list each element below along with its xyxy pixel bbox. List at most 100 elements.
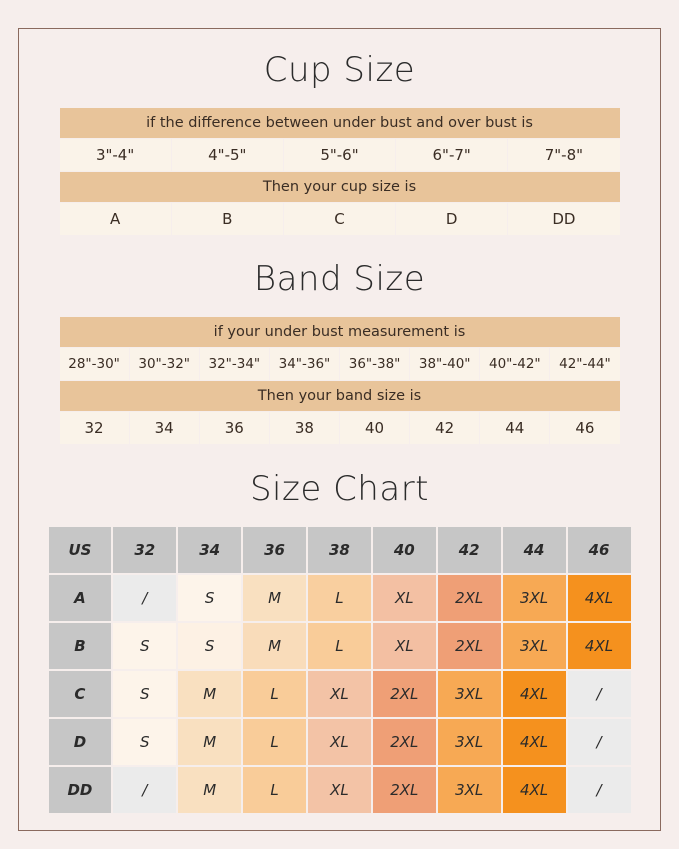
size-chart-cell: S [113,719,177,765]
size-chart-cell: / [113,575,177,621]
cup-size-cell: D [396,203,508,235]
size-chart-column-header: 32 [113,527,177,573]
cup-size-cell: B [171,203,283,235]
size-chart-cell: 3XL [502,623,566,669]
size-chart-row: A / S M L XL 2XL 3XL 4XL [48,575,631,621]
size-chart-cell: 4XL [567,575,631,621]
size-chart-cell: M [178,671,242,717]
size-chart-header-row: US 32 34 36 38 40 42 44 46 [48,527,631,573]
band-size-cell: 38 [269,412,339,444]
cup-size-cell: DD [508,203,620,235]
band-measurement-cell: 32"-34" [199,348,269,380]
cup-size-row: A B C D DD [59,203,620,235]
size-chart-column-header: 42 [437,527,501,573]
size-chart-cell: 2XL [437,623,501,669]
cup-difference-cell: 7"-8" [508,139,620,171]
cup-difference-cell: 6"-7" [396,139,508,171]
band-measurement-row: 28"-30" 30"-32" 32"-34" 34"-36" 36"-38" … [59,348,620,380]
band-size-cell: 44 [480,412,550,444]
size-chart-row-label: D [48,719,112,765]
size-chart-cell: 3XL [437,671,501,717]
cup-size-cell: A [59,203,171,235]
band-measurement-cell: 38"-40" [410,348,480,380]
cup-difference-row: 3"-4" 4"-5" 5"-6" 6"-7" 7"-8" [59,139,620,171]
cup-difference-cell: 3"-4" [59,139,171,171]
size-chart-title: Size Chart [249,469,430,509]
band-size-row: 32 34 36 38 40 42 44 46 [59,412,620,444]
band-size-cell: 40 [340,412,410,444]
cup-question-row: if the difference between under bust and… [59,108,620,138]
size-chart-cell: 2XL [437,575,501,621]
cup-size-cell: C [283,203,396,235]
cup-size-title: Cup Size [263,50,416,90]
size-chart-cell: S [113,623,177,669]
band-size-cell: 32 [59,412,129,444]
size-chart-cell: XL [308,671,371,717]
size-chart-cell: / [567,767,631,813]
size-chart-cell: 3XL [437,719,501,765]
band-measurement-cell: 42"-44" [550,348,620,380]
size-chart-column-header: 36 [243,527,306,573]
band-measurement-cell: 40"-42" [480,348,550,380]
size-chart-cell: L [308,623,371,669]
size-chart-cell: 2XL [372,767,436,813]
size-chart-row-label: B [48,623,112,669]
size-chart-cell: 4XL [502,767,566,813]
size-chart-cell: L [243,719,306,765]
size-chart-cell: M [178,719,242,765]
band-size-cell: 36 [199,412,269,444]
size-chart-table: US 32 34 36 38 40 42 44 46 A / S M L XL 2XL 3XL 4XL B S S M L X… [47,525,633,815]
band-measurement-cell: 28"-30" [59,348,129,380]
size-chart-row: D S M L XL 2XL 3XL 4XL / [48,719,631,765]
size-chart-cell: 4XL [502,719,566,765]
band-size-cell: 42 [410,412,480,444]
band-measurement-cell: 36"-38" [340,348,410,380]
band-size-title: Band Size [253,259,426,299]
cup-question-label: if the difference between under bust and… [59,108,620,138]
cup-answer-label: Then your cup size is [59,172,620,202]
size-chart-cell: L [308,575,371,621]
size-chart-cell: XL [308,767,371,813]
size-chart-column-header: 40 [372,527,436,573]
band-size-table: if your under bust measurement is 28"-30… [59,316,621,445]
size-chart-cell: 2XL [372,671,436,717]
size-chart-row-label: DD [48,767,112,813]
size-chart-cell: S [178,623,242,669]
size-chart-cell: 4XL [502,671,566,717]
size-chart-cell: XL [372,575,436,621]
band-measurement-cell: 34"-36" [269,348,339,380]
size-chart-cell: M [243,623,306,669]
size-chart-row: B S S M L XL 2XL 3XL 4XL [48,623,631,669]
size-chart-cell: / [113,767,177,813]
size-chart-row: C S M L XL 2XL 3XL 4XL / [48,671,631,717]
cup-difference-cell: 4"-5" [171,139,283,171]
band-answer-row: Then your band size is [59,381,620,411]
size-chart-cell: S [113,671,177,717]
size-chart-row-label: A [48,575,112,621]
size-chart-cell: 4XL [567,623,631,669]
size-chart-corner-label: US [48,527,112,573]
size-chart-cell: 2XL [372,719,436,765]
size-chart-cell: 3XL [502,575,566,621]
cup-answer-row: Then your cup size is [59,172,620,202]
size-chart-row: DD / M L XL 2XL 3XL 4XL / [48,767,631,813]
size-chart-cell: S [178,575,242,621]
size-chart-cell: L [243,767,306,813]
size-chart-cell: / [567,719,631,765]
page-content: Cup Size if the difference between under… [47,50,633,815]
band-question-row: if your under bust measurement is [59,317,620,347]
size-chart-cell: / [567,671,631,717]
size-chart-cell: M [243,575,306,621]
size-chart-cell: L [243,671,306,717]
cup-size-table: if the difference between under bust and… [59,107,621,236]
size-chart-column-header: 46 [567,527,631,573]
band-measurement-cell: 30"-32" [129,348,199,380]
size-chart-cell: 3XL [437,767,501,813]
size-chart-cell: XL [372,623,436,669]
size-chart-column-header: 38 [308,527,371,573]
cup-difference-cell: 5"-6" [283,139,396,171]
size-chart-cell: XL [308,719,371,765]
size-chart-column-header: 44 [502,527,566,573]
band-size-cell: 34 [129,412,199,444]
